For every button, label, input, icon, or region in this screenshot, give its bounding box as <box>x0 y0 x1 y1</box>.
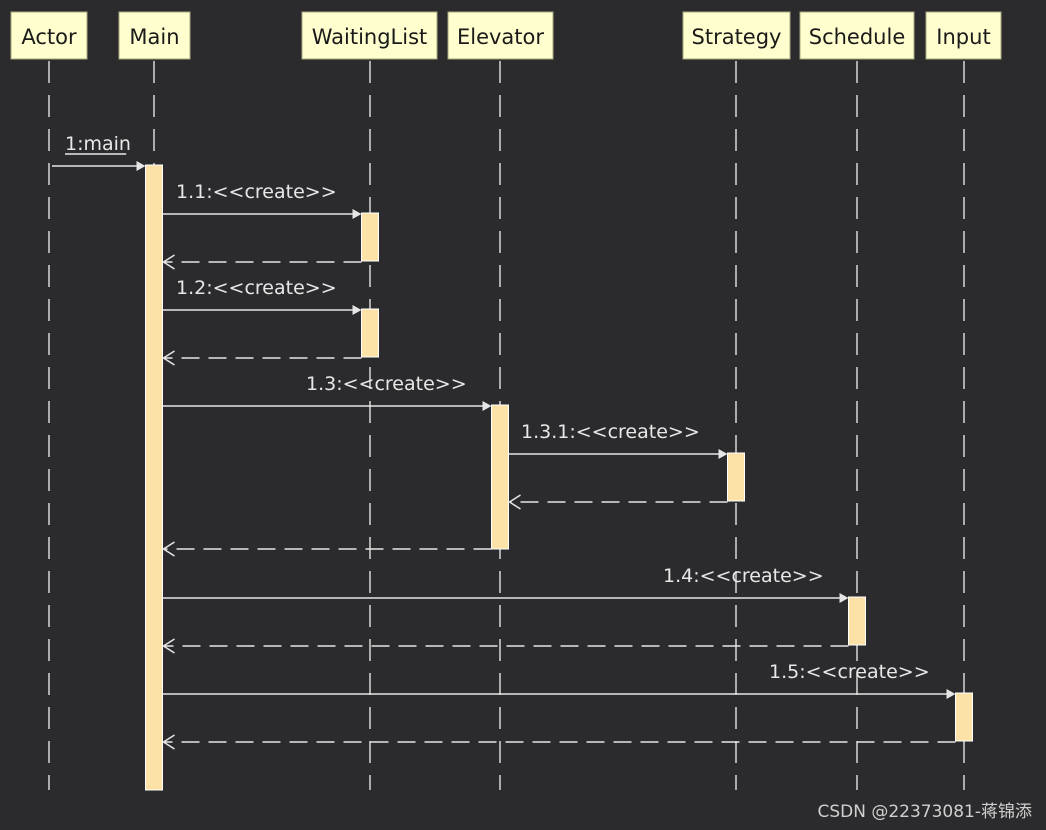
message-1.3create: 1.3:<<create>> <box>162 373 492 411</box>
participants: Actor Main WaitingList Elevator Strategy Sche… <box>10 11 1002 60</box>
participant-box-input <box>925 11 1002 60</box>
arrowhead <box>482 401 492 411</box>
message-1.3.1create: 1.3.1:<<create>> <box>508 421 728 459</box>
participant-box-strategy <box>682 11 791 60</box>
arrowhead <box>136 161 146 171</box>
message-return-12 <box>162 734 956 750</box>
activation-main-0 <box>145 164 163 791</box>
participant-label-input: Input <box>936 25 990 49</box>
messages: 1:main 1.1:<<create>> 1.2:<<create>> 1.3:<<… <box>52 133 956 750</box>
participant-box-waitinglist <box>301 11 438 60</box>
activation-waitinglist-1 <box>361 212 379 262</box>
participant-label-actor: Actor <box>21 25 77 49</box>
return-arrowhead <box>162 350 175 366</box>
message-1.5create: 1.5:<<create>> <box>162 661 956 699</box>
message-label: 1.5:<<create>> <box>769 661 930 683</box>
message-return-8 <box>162 541 492 557</box>
activation-elevator-3 <box>491 404 509 550</box>
return-arrowhead <box>162 541 175 557</box>
message-1.1create: 1.1:<<create>> <box>162 181 362 219</box>
participant-schedule: Schedule <box>799 11 915 60</box>
message-label: 1.1:<<create>> <box>176 181 337 203</box>
message-1.2create: 1.2:<<create>> <box>162 277 362 315</box>
message-return-10 <box>162 638 849 654</box>
activation-strategy-4 <box>727 452 745 502</box>
participant-box-actor <box>10 11 88 60</box>
participant-main: Main <box>118 11 191 60</box>
message-return-2 <box>162 254 362 270</box>
return-arrowhead <box>508 494 521 510</box>
arrowhead <box>352 209 362 219</box>
message-1.4create: 1.4:<<create>> <box>162 565 849 603</box>
participant-input: Input <box>925 11 1002 60</box>
message-return-4 <box>162 350 362 366</box>
return-arrowhead <box>162 638 175 654</box>
arrowhead <box>946 689 956 699</box>
participant-strategy: Strategy <box>682 11 791 60</box>
arrowhead <box>718 449 728 459</box>
message-1main: 1:main <box>52 133 146 171</box>
activation-bars <box>145 164 973 791</box>
participant-label-waitinglist: WaitingList <box>312 25 428 49</box>
arrowhead <box>352 305 362 315</box>
message-label: 1:main <box>65 133 131 155</box>
participant-elevator: Elevator <box>447 11 554 60</box>
return-arrowhead <box>162 734 175 750</box>
participant-label-elevator: Elevator <box>457 25 544 49</box>
message-label: 1.3:<<create>> <box>306 373 467 395</box>
participant-box-main <box>118 11 191 60</box>
participant-label-main: Main <box>129 25 179 49</box>
participant-waitinglist: WaitingList <box>301 11 438 60</box>
watermark: CSDN @22373081-蒋锦添 <box>817 802 1032 822</box>
participant-box-elevator <box>447 11 554 60</box>
message-label: 1.2:<<create>> <box>176 277 337 299</box>
participant-label-strategy: Strategy <box>692 25 782 49</box>
message-return-7 <box>508 494 728 510</box>
message-label: 1.3.1:<<create>> <box>521 421 700 443</box>
return-arrowhead <box>162 254 175 270</box>
activation-schedule-5 <box>848 596 866 646</box>
participant-box-schedule <box>799 11 915 60</box>
participant-actor: Actor <box>10 11 88 60</box>
activation-input-6 <box>955 692 973 742</box>
activation-waitinglist-2 <box>361 308 379 358</box>
message-label: 1.4:<<create>> <box>663 565 824 587</box>
arrowhead <box>839 593 849 603</box>
participant-label-schedule: Schedule <box>809 25 906 49</box>
